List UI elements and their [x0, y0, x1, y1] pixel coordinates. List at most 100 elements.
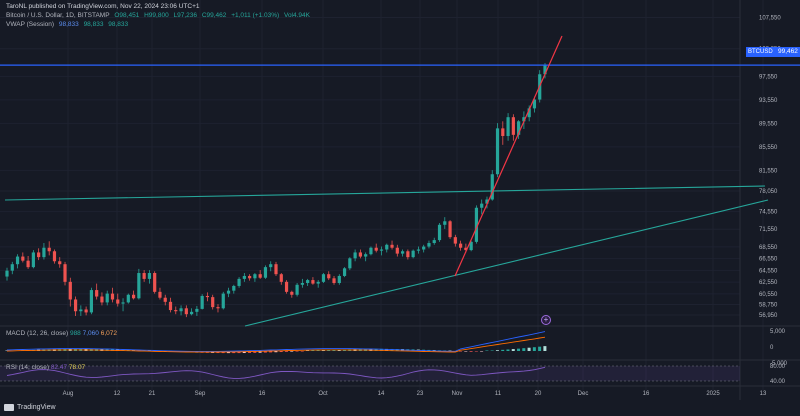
- candle-body: [495, 128, 500, 175]
- candle-body: [31, 252, 35, 268]
- macd-signal-line: [6, 336, 546, 353]
- high-value: H99,800: [144, 12, 169, 19]
- time-tick-label: 20: [535, 391, 542, 397]
- symbol-name[interactable]: Bitcoin / U.S. Dollar, 1D, BITSTAMP: [6, 12, 110, 19]
- macd-histogram-bar: [495, 350, 499, 351]
- macd-histogram-bar: [290, 351, 294, 352]
- macd-histogram-bar: [263, 351, 267, 353]
- candle-body: [295, 284, 299, 295]
- brand-text: TradingView: [17, 404, 56, 411]
- candle-body: [263, 267, 268, 278]
- price-tick-label: 58,750: [759, 302, 778, 308]
- price-tick-label: 64,550: [759, 268, 778, 274]
- candle-body: [253, 274, 257, 279]
- macd-histogram-bar: [300, 351, 304, 352]
- macd-histogram-bar: [253, 351, 257, 353]
- candle-body: [501, 128, 505, 137]
- candle-body: [374, 247, 378, 251]
- time-tick-label: 13: [760, 391, 767, 397]
- candle-body: [400, 251, 405, 254]
- macd-histogram-bar: [480, 351, 484, 352]
- candle-body: [511, 117, 515, 135]
- candle-body: [327, 274, 331, 279]
- price-tick-label: 93,550: [759, 98, 778, 104]
- candle-body: [369, 247, 373, 255]
- macd-histogram-bar: [469, 351, 473, 352]
- candle-body: [126, 294, 130, 303]
- tradingview-mark-icon: [4, 404, 14, 411]
- add-plus-icon[interactable]: +: [541, 315, 551, 325]
- macd-histogram-bar: [269, 351, 273, 353]
- candle-body: [348, 258, 352, 269]
- candle-body: [390, 244, 394, 248]
- tradingview-logo[interactable]: TradingView: [4, 404, 56, 411]
- candle-body: [353, 252, 357, 259]
- candle-body: [248, 275, 252, 279]
- candle-body: [174, 310, 178, 312]
- candle-body: [47, 247, 51, 252]
- candle-body: [137, 273, 141, 299]
- macd-histogram-bar: [311, 350, 315, 351]
- price-tick-label: 85,550: [759, 145, 778, 151]
- time-tick-label: 23: [417, 391, 424, 397]
- time-tick-label: 16: [643, 391, 650, 397]
- macd-histogram-bar: [5, 350, 9, 351]
- candle-body: [105, 293, 109, 303]
- macd-histogram-bar: [532, 347, 536, 351]
- published-line: TaroNL published on TradingView.com, Nov…: [6, 3, 200, 10]
- candle-body: [284, 281, 289, 292]
- candle-body: [453, 237, 457, 244]
- candle-body: [485, 199, 489, 204]
- candle-body: [279, 274, 283, 282]
- candle-body: [427, 243, 431, 247]
- candle-body: [153, 273, 157, 292]
- candle-body: [517, 121, 521, 135]
- candle-body: [121, 302, 125, 304]
- trend-lines[interactable]: [0, 35, 800, 327]
- vwap-legend[interactable]: VWAP (Session) 98,833 98,833 98,833: [6, 21, 131, 29]
- candle-body: [147, 273, 152, 279]
- candle-body: [506, 117, 510, 137]
- candle-body: [474, 207, 479, 242]
- rsi-tick-label: 40.00: [770, 379, 786, 385]
- price-tick-label: 68,550: [759, 245, 778, 251]
- macd-tick-label: -5,000: [770, 361, 788, 367]
- macd-histogram-bar: [327, 350, 331, 351]
- macd-histogram-bar: [248, 351, 252, 353]
- candle-body: [200, 295, 204, 309]
- candle-body: [395, 247, 399, 254]
- candle-body: [26, 260, 30, 268]
- candle-body: [205, 295, 210, 298]
- time-tick-label: Sep: [195, 391, 206, 397]
- volume-value: Vol4.94K: [283, 12, 310, 19]
- candle-body: [221, 293, 225, 309]
- macd-line-value: 7,060: [82, 330, 99, 337]
- open-value: O98,451: [114, 12, 140, 19]
- candle-body: [95, 290, 99, 297]
- candle-body: [131, 294, 136, 299]
- candle-body: [432, 240, 436, 244]
- macd-histogram-bar: [501, 349, 505, 351]
- candle-body: [142, 273, 146, 279]
- candle-body: [311, 280, 315, 284]
- vwap-label: VWAP (Session): [6, 21, 55, 28]
- candle-body: [232, 285, 236, 291]
- macd-legend[interactable]: MACD (12, 26, close) 988 7,060 6,072: [6, 330, 117, 337]
- time-tick-label: 12: [114, 391, 121, 397]
- candle-body: [358, 252, 362, 257]
- macd-histogram-bar: [464, 351, 468, 352]
- macd-histogram-bar: [258, 351, 262, 353]
- candle-body: [337, 275, 341, 284]
- rsi-legend[interactable]: RSI (14, close) 82.47 78.07: [6, 364, 85, 371]
- rsi-line: [6, 366, 546, 379]
- candle-body: [332, 278, 336, 284]
- candle-body: [42, 247, 46, 258]
- candle-body: [237, 278, 241, 286]
- time-axis[interactable]: Aug 12 21 Sep 16 Oct 14 23 Nov 11 20 Dec 16 2025 13: [63, 391, 767, 397]
- macd-tick-label: 0: [770, 345, 774, 351]
- rsi-tick-label: 80.00: [770, 364, 786, 370]
- macd-histogram-bar: [295, 351, 299, 352]
- candle-body: [110, 293, 115, 300]
